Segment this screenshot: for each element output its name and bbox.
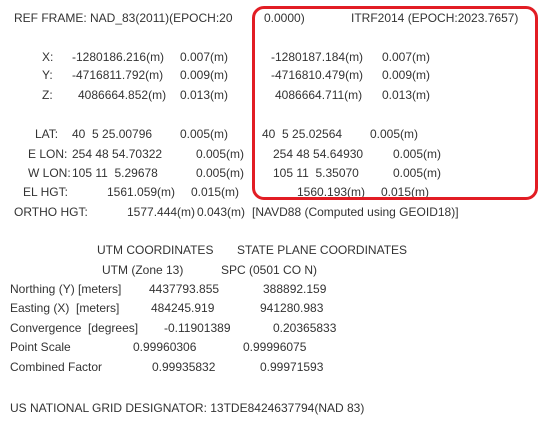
utm-value: 4437793.855: [149, 282, 220, 296]
itrf-highlight-box: [252, 6, 538, 200]
nad-value: -1280186.216(m): [72, 50, 165, 64]
itrf-value: -1280187.184(m): [271, 50, 364, 64]
itrf-sigma: 0.013(m): [382, 88, 431, 102]
itrf-sigma: 0.005(m): [393, 147, 442, 161]
geo-label: W LON:: [28, 166, 71, 180]
itrf-sigma: 0.009(m): [382, 68, 431, 82]
itrf-value: 40 5 25.02564: [262, 127, 343, 141]
coord-row-label: Convergence [degrees]: [10, 321, 139, 335]
spc-value: 0.99996075: [243, 340, 307, 354]
itrf-value: 4086664.711(m): [275, 88, 363, 102]
itrf-sigma: 0.015(m): [381, 185, 430, 199]
geo-label: E LON:: [28, 147, 68, 161]
spc-value: 0.20365833: [273, 321, 337, 335]
utm-value: 484245.919: [151, 301, 215, 315]
spc-value: 941280.983: [260, 301, 324, 315]
itrf-value: -4716810.479(m): [271, 68, 364, 82]
ref-frame-epoch-tail: 0.0000): [264, 11, 305, 25]
usng-designator: US NATIONAL GRID DESIGNATOR: 13TDE842463…: [10, 401, 365, 415]
nad-sigma: 0.015(m): [191, 185, 240, 199]
nad-value: 254 48 54.70322: [72, 147, 163, 161]
coord-row-label: Point Scale: [10, 340, 71, 354]
itrf-sigma: 0.005(m): [393, 166, 442, 180]
coord-row-label: Combined Factor: [10, 360, 103, 374]
spc-heading: STATE PLANE COORDINATES: [237, 243, 408, 257]
nad-value: 4086664.852(m): [78, 88, 167, 102]
utm-value: -0.11901389: [164, 321, 231, 335]
itrf-value: 254 48 54.64930: [273, 147, 364, 161]
ortho-value: 1577.444(m): [127, 205, 196, 219]
nad-value: 105 11 5.29678: [72, 166, 158, 180]
xyz-label: X:: [42, 50, 54, 64]
utm-heading: UTM COORDINATES: [97, 243, 214, 257]
itrf-value: 1560.193(m): [297, 185, 366, 199]
nad-sigma: 0.009(m): [180, 68, 229, 82]
ortho-sigma: 0.043(m): [197, 205, 246, 219]
itrf-sigma: 0.005(m): [370, 127, 419, 141]
geo-label: LAT:: [35, 127, 59, 141]
nad-sigma: 0.005(m): [196, 147, 245, 161]
xyz-label: Y:: [42, 68, 53, 82]
itrf-frame: ITRF2014 (EPOCH:2023.7657): [351, 11, 519, 25]
utm-value: 0.99960306: [133, 340, 197, 354]
nad-value: -4716811.792(m): [72, 68, 164, 82]
xyz-label: Z:: [42, 88, 53, 102]
geo-label: EL HGT:: [23, 185, 68, 199]
nad-sigma: 0.007(m): [180, 50, 229, 64]
spc-zone: SPC (0501 CO N): [221, 263, 318, 277]
nad-sigma: 0.005(m): [196, 166, 245, 180]
nad-sigma: 0.013(m): [180, 88, 229, 102]
itrf-value: 105 11 5.35070: [273, 166, 359, 180]
nad-value: 40 5 25.00796: [72, 127, 153, 141]
utm-value: 0.99935832: [152, 360, 216, 374]
ortho-note: [NAVD88 (Computed using GEOID18)]: [252, 205, 459, 219]
nad-value: 1561.059(m): [107, 185, 176, 199]
utm-zone: UTM (Zone 13): [102, 263, 184, 277]
nad-sigma: 0.005(m): [180, 127, 229, 141]
ref-frame-nad: REF FRAME: NAD_83(2011)(EPOCH:20: [14, 11, 233, 25]
spc-value: 388892.159: [263, 282, 327, 296]
ortho-label: ORTHO HGT:: [14, 205, 88, 219]
spc-value: 0.99971593: [260, 360, 324, 374]
coord-row-label: Easting (X) [meters]: [10, 301, 120, 315]
coord-row-label: Northing (Y) [meters]: [10, 282, 122, 296]
itrf-sigma: 0.007(m): [382, 50, 431, 64]
